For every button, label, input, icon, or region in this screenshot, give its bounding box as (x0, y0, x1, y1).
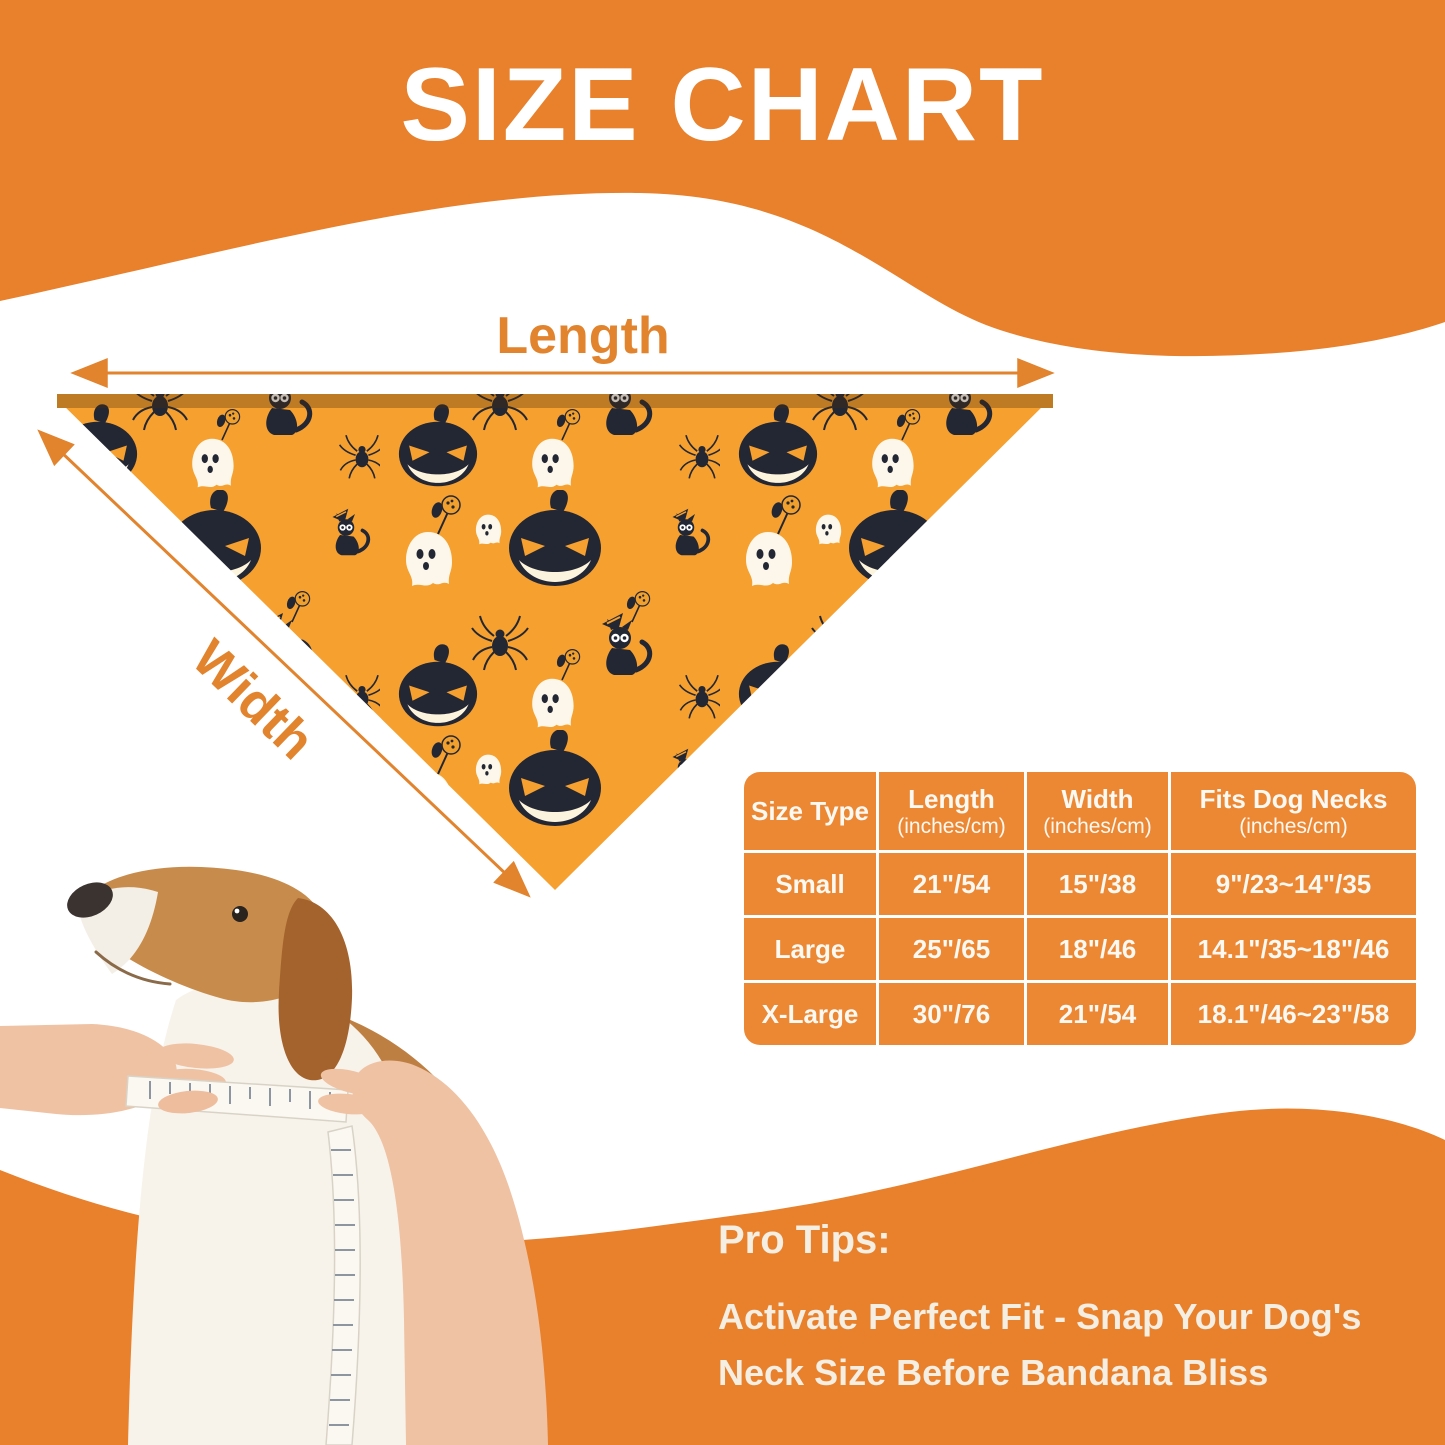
dog-photo (0, 866, 548, 1445)
table-row-xlarge-neck: 18.1"/46~23"/58 (1171, 983, 1416, 1045)
dog-nose (67, 882, 113, 918)
right-hand (318, 1060, 548, 1445)
pro-tips-heading: Pro Tips: (718, 1218, 891, 1262)
pro-tips-line-2: Neck Size Before Bandana Bliss (718, 1352, 1269, 1393)
left-thumb (158, 1090, 218, 1114)
table-row-xlarge-size: X-Large (744, 983, 876, 1045)
table-row-large-length: 25"/65 (879, 918, 1024, 980)
table-row-small-length: 21"/54 (879, 853, 1024, 915)
dog-mouth (94, 950, 172, 986)
hanging-tape (325, 1125, 361, 1445)
bandana-hem (57, 394, 1053, 408)
table-row-small-size: Small (744, 853, 876, 915)
table-header-size-type: Size Type (744, 772, 876, 850)
bandana (57, 394, 1053, 890)
top-wave (0, 0, 1445, 357)
table-row-small-width: 15"/38 (1027, 853, 1168, 915)
pro-tips-line-1: Activate Perfect Fit - Snap Your Dog's (718, 1296, 1362, 1337)
measuring-tape (125, 1075, 349, 1123)
table-row-small-neck: 9"/23~14"/35 (1171, 853, 1416, 915)
dog-eye (232, 906, 248, 922)
table-row-large-width: 18"/46 (1027, 918, 1168, 980)
table-row-large-size: Large (744, 918, 876, 980)
table-header-neck: Fits Dog Necks (inches/cm) (1171, 772, 1416, 850)
width-arrow (37, 429, 531, 898)
size-table: Size Type Length (inches/cm) Width (inch… (744, 772, 1416, 1045)
pro-tips: Pro Tips: Activate Perfect Fit - Snap Yo… (718, 1218, 1438, 1401)
table-row-xlarge-width: 21"/54 (1027, 983, 1168, 1045)
length-label: Length (496, 307, 670, 365)
table-row-large-neck: 14.1"/35~18"/46 (1171, 918, 1416, 980)
table-row-xlarge-length: 30"/76 (879, 983, 1024, 1045)
table-header-length: Length (inches/cm) (879, 772, 1024, 850)
table-header-width: Width (inches/cm) (1027, 772, 1168, 850)
dog-ear (278, 898, 353, 1081)
page-title: SIZE CHART (400, 47, 1045, 163)
